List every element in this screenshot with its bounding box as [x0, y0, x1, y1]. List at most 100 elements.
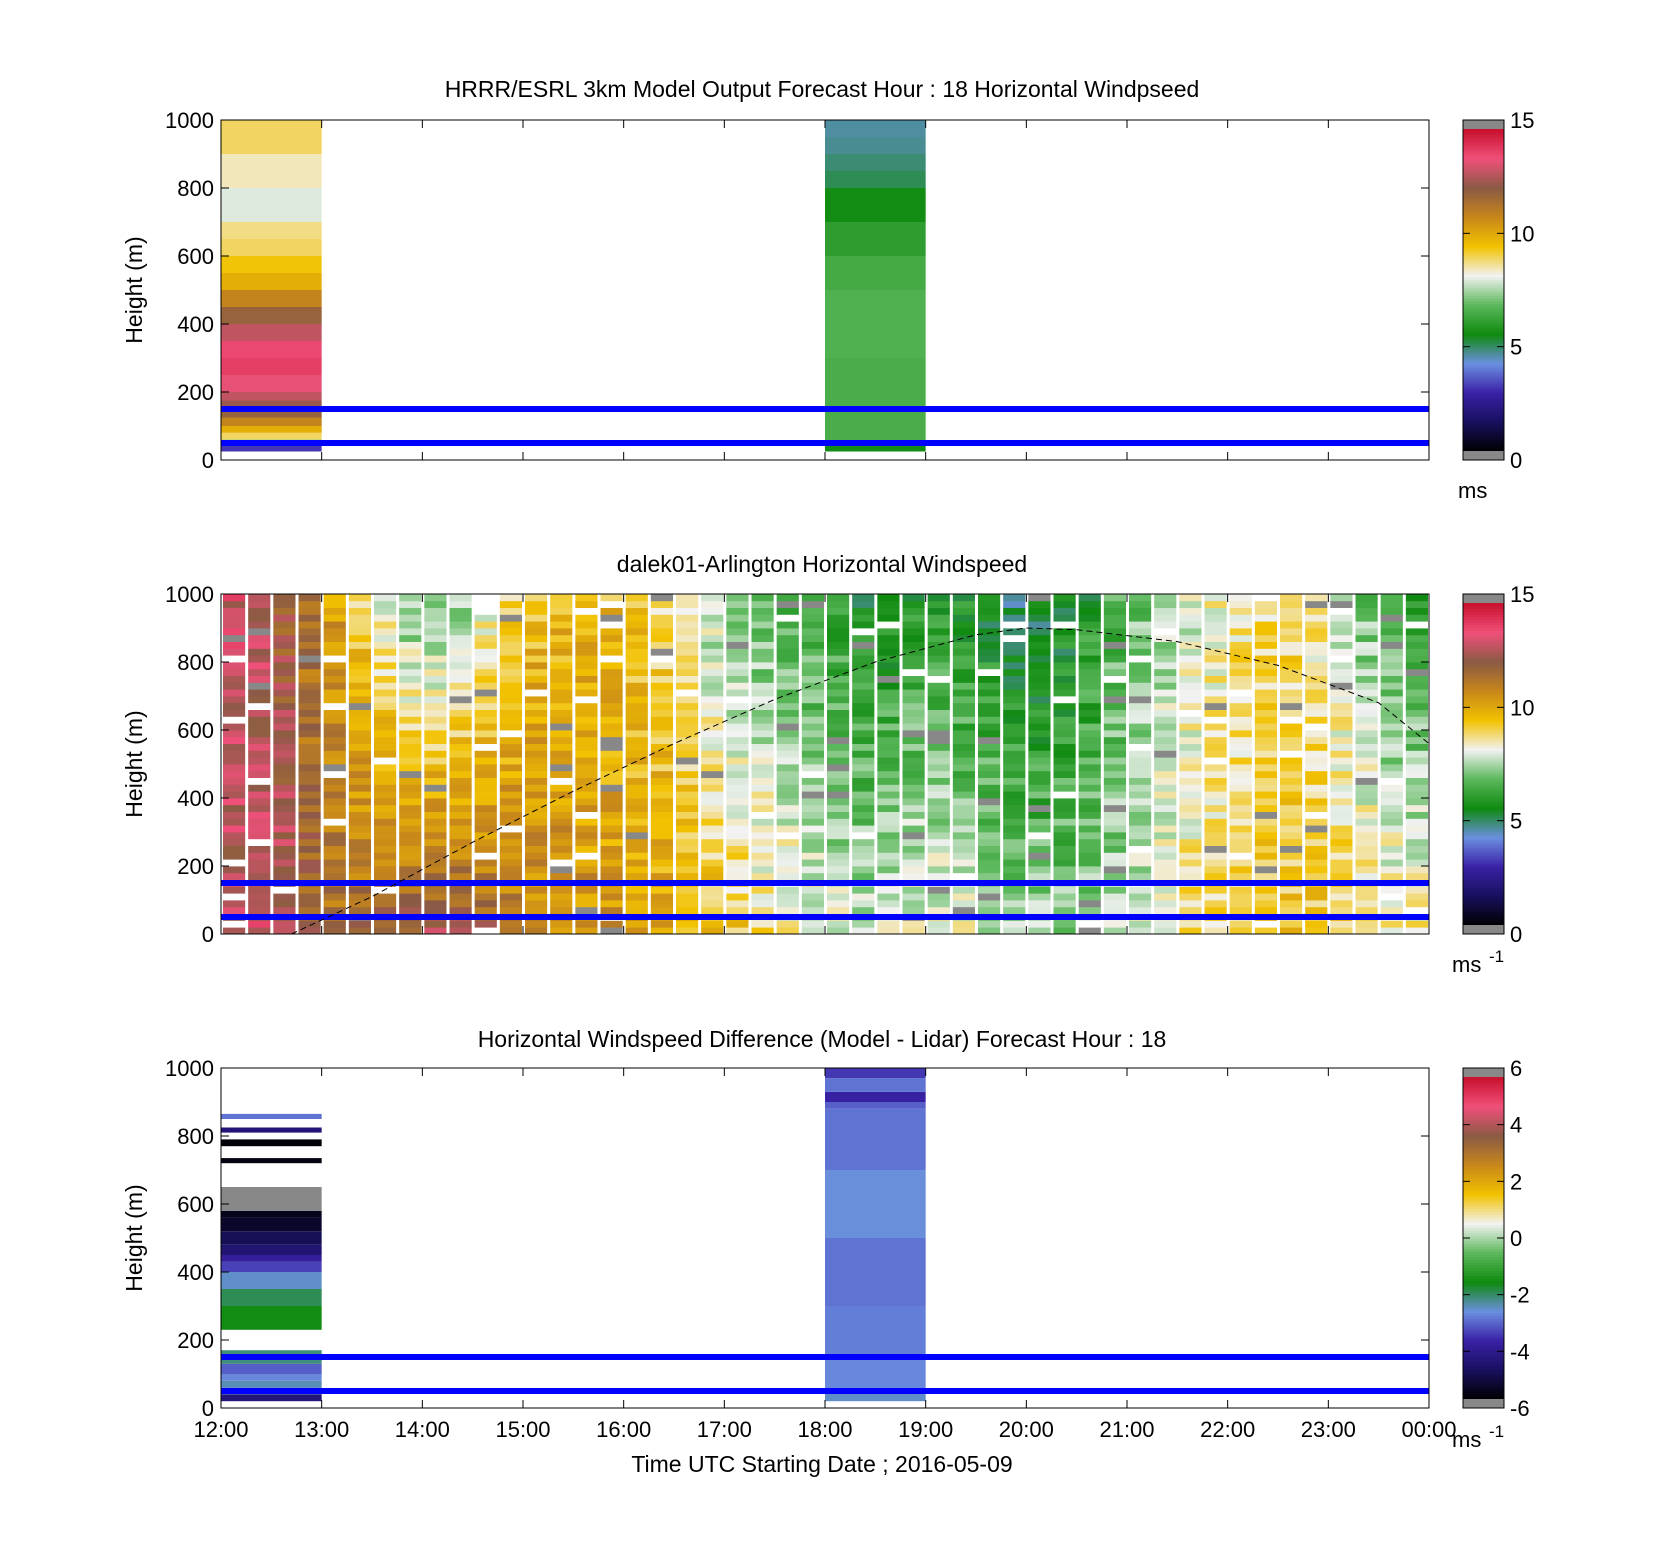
heatmap-cell [1154, 838, 1177, 846]
heatmap-cell [348, 600, 371, 608]
heatmap-cell [1129, 668, 1152, 676]
y-tick-label: 200 [177, 1328, 214, 1353]
heatmap-cell [298, 682, 321, 690]
heatmap-cell [676, 920, 699, 928]
colorbar-swatch [1463, 640, 1504, 644]
heatmap-cell [978, 818, 1001, 826]
heatmap-cell [575, 607, 598, 615]
heatmap-cell [852, 655, 875, 663]
x-tick-label: 18:00 [797, 1417, 852, 1442]
heatmap-cell [1305, 696, 1328, 704]
heatmap-cell [952, 906, 975, 914]
heatmap-cell [776, 641, 799, 649]
heatmap-cell [726, 825, 749, 833]
heatmap-cell [625, 757, 648, 765]
heatmap-cell [348, 662, 371, 670]
heatmap-cell [1305, 893, 1328, 901]
heatmap-cell [1330, 607, 1353, 615]
heatmap-cell [474, 716, 497, 724]
heatmap-cell [1330, 757, 1353, 765]
heatmap-cell [1305, 757, 1328, 765]
heatmap-cell [1204, 811, 1227, 819]
heatmap-cell [1078, 791, 1101, 799]
heatmap-cell [1204, 845, 1227, 853]
heatmap-cell [550, 818, 573, 826]
heatmap-cell [298, 804, 321, 812]
heatmap-cell [625, 804, 648, 812]
heatmap-cell [424, 743, 447, 751]
heatmap-cell [1129, 682, 1152, 690]
heatmap-cell [525, 696, 548, 704]
heatmap-cell [525, 743, 548, 751]
heatmap-cell [1254, 668, 1277, 676]
heatmap-cell [298, 900, 321, 908]
heatmap-cell [726, 709, 749, 717]
heatmap-cell [726, 886, 749, 894]
colorbar-swatch [1463, 755, 1504, 760]
heatmap-cell [1154, 594, 1177, 602]
colorbar-swatch [1463, 731, 1504, 736]
heatmap-cell [1355, 634, 1378, 642]
heatmap-cell [550, 730, 573, 738]
heatmap-cell [978, 906, 1001, 914]
heatmap-cell [223, 906, 246, 914]
heatmap-cell [575, 838, 598, 846]
heatmap-cell [978, 662, 1001, 670]
heatmap-cell [298, 668, 321, 676]
heatmap-cell [625, 723, 648, 731]
colorbar-swatch [1463, 1254, 1504, 1258]
colorbar-frame [1462, 593, 1505, 935]
heatmap-cell [952, 845, 975, 853]
heatmap-cell [650, 702, 673, 710]
heatmap-cell [1229, 872, 1252, 880]
heatmap-cell [1028, 709, 1051, 717]
heatmap-cell [852, 730, 875, 738]
colorbar-swatch [1463, 890, 1504, 894]
heatmap-cell [273, 696, 296, 704]
heatmap-cell [1305, 655, 1328, 663]
heatmap-cell [499, 648, 522, 656]
heatmap-cell [1179, 852, 1202, 860]
colorbar-swatch [1463, 233, 1504, 237]
heatmap-cell [399, 743, 422, 751]
heatmap-cell [424, 900, 447, 908]
heatmap-cell [223, 845, 246, 853]
heatmap-cell [248, 791, 271, 799]
heatmap-cell [374, 634, 397, 642]
heatmap-cell [877, 818, 900, 826]
heatmap-cell [474, 845, 497, 853]
heatmap-cell [348, 682, 371, 690]
heatmap-cell [348, 641, 371, 649]
heatmap-cell [273, 764, 296, 772]
heatmap-cell [1103, 648, 1126, 656]
heatmap-cell [952, 709, 975, 717]
heatmap-cell [1179, 900, 1202, 908]
heatmap-cell [399, 906, 422, 914]
heatmap-cell [348, 716, 371, 724]
heatmap-cell [1330, 702, 1353, 710]
heatmap-cell [625, 730, 648, 738]
heatmap-cell [575, 750, 598, 758]
colorbar-swatch [1463, 255, 1504, 259]
heatmap-cell [625, 628, 648, 636]
colorbar-swatch [1463, 239, 1504, 243]
heatmap-cell [827, 662, 850, 670]
heatmap-cell [474, 872, 497, 880]
heatmap-cell [1078, 866, 1101, 874]
heatmap-cell [600, 886, 623, 894]
colorbar-swatch [1463, 852, 1504, 856]
colorbar-swatch [1463, 1114, 1504, 1118]
heatmap-cell [1103, 641, 1126, 649]
heatmap-cell [1254, 866, 1277, 874]
heatmap-cell [1380, 791, 1403, 799]
heatmap-cell [474, 906, 497, 914]
heatmap-cell [1078, 777, 1101, 785]
heatmap-cell [1179, 648, 1202, 656]
heatmap-cell [1254, 804, 1277, 812]
heatmap-cell [978, 723, 1001, 731]
heatmap-cell [525, 825, 548, 833]
heatmap-cell [1129, 859, 1152, 867]
heatmap-cell [751, 804, 774, 812]
heatmap-cell [1254, 641, 1277, 649]
heatmap-cell [474, 743, 497, 751]
